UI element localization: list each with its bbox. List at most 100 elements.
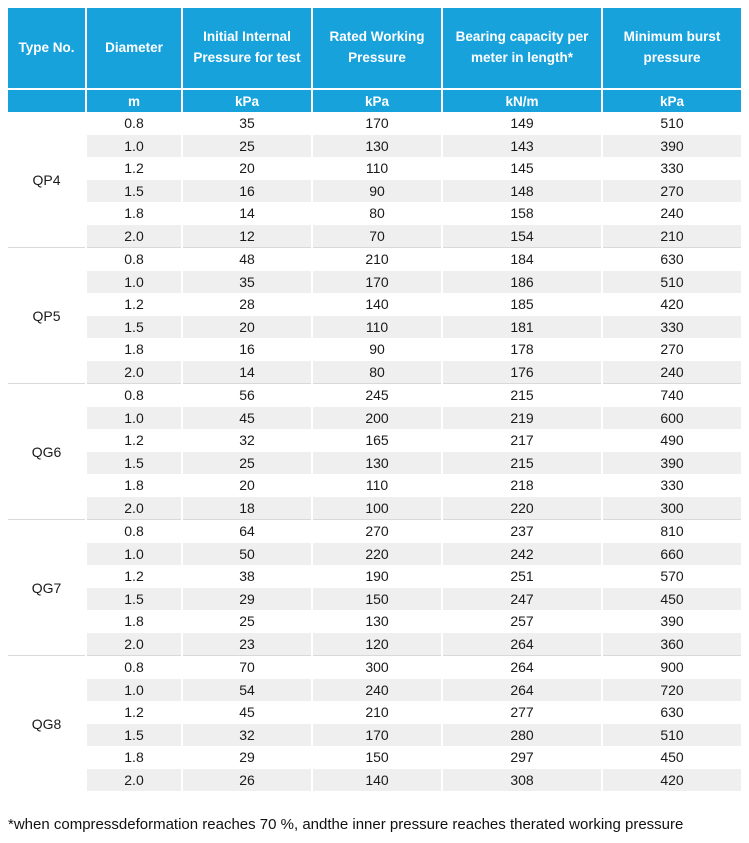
type-group: QP4 0.8 35 170 149 510 1.0 25 130 143 390 1.2 20 110 1…	[8, 112, 741, 248]
unit-label	[8, 88, 86, 112]
data-cell: 900	[601, 655, 741, 679]
data-cell: 35	[181, 112, 312, 135]
data-cell: 1.5	[85, 315, 182, 338]
data-cell: 450	[601, 587, 741, 610]
data-cell: 130	[311, 451, 442, 474]
data-cell: 45	[181, 701, 312, 724]
data-cell: 330	[601, 157, 741, 180]
data-cell: 237	[441, 519, 602, 543]
data-cell: 720	[601, 678, 741, 701]
data-cell: 143	[441, 134, 602, 157]
data-cell: 29	[181, 746, 312, 769]
table-row: 1.5 20 110 181 330	[8, 315, 741, 338]
data-cell: 18	[181, 496, 312, 520]
table-row: 1.0 50 220 242 660	[8, 542, 741, 565]
data-cell: 154	[441, 224, 602, 248]
data-cell: 219	[441, 406, 602, 429]
data-cell: 25	[181, 610, 312, 633]
data-cell: 25	[181, 134, 312, 157]
column-header: Bearing capacity per meter in length*	[441, 8, 602, 89]
data-cell: 26	[181, 768, 312, 791]
data-cell: 1.5	[85, 179, 182, 202]
type-no-cell: QG6	[8, 383, 86, 520]
data-cell: 630	[601, 701, 741, 724]
data-cell: 170	[311, 270, 442, 293]
table-row: 1.2 20 110 145 330	[8, 157, 741, 180]
data-cell: 660	[601, 542, 741, 565]
data-cell: 178	[441, 338, 602, 361]
data-cell: 45	[181, 406, 312, 429]
data-cell: 0.8	[85, 112, 182, 135]
data-cell: 247	[441, 587, 602, 610]
data-cell: 390	[601, 451, 741, 474]
data-cell: 70	[311, 224, 442, 248]
table-row: 1.8 29 150 297 450	[8, 746, 741, 769]
data-cell: 1.8	[85, 474, 182, 497]
data-cell: 140	[311, 768, 442, 791]
data-cell: 170	[311, 112, 442, 135]
data-cell: 297	[441, 746, 602, 769]
data-cell: 490	[601, 429, 741, 452]
data-cell: 130	[311, 610, 442, 633]
data-cell: 510	[601, 723, 741, 746]
data-cell: 150	[311, 746, 442, 769]
data-cell: 210	[601, 224, 741, 248]
data-cell: 810	[601, 519, 741, 543]
type-group: QG7 0.8 64 270 237 810 1.0 50 220 242 660 1.2 38 190 2…	[8, 519, 741, 656]
data-cell: 1.2	[85, 429, 182, 452]
data-cell: 20	[181, 315, 312, 338]
data-cell: 240	[601, 360, 741, 384]
data-cell: 16	[181, 338, 312, 361]
data-cell: 1.8	[85, 746, 182, 769]
column-header: Minimum burst pressure	[601, 8, 741, 89]
table-row: 1.5 25 130 215 390	[8, 451, 741, 474]
data-cell: 130	[311, 134, 442, 157]
table-row: QP4 0.8 35 170 149 510	[8, 112, 741, 248]
column-header: Rated Working Pressure	[311, 8, 442, 89]
table-row: QG6 0.8 56 245 215 740	[8, 383, 741, 520]
data-cell: 2.0	[85, 224, 182, 248]
table-head: Type No. Diameter Initial Internal Pressur…	[8, 8, 741, 112]
table-row: 1.8 25 130 257 390	[8, 610, 741, 633]
table-row: 2.0 23 120 264 360	[8, 632, 741, 656]
table-row: 1.0 54 240 264 720	[8, 678, 741, 701]
data-cell: 1.2	[85, 157, 182, 180]
data-cell: 185	[441, 293, 602, 316]
units-row: m kPa kPa kN/m kPa	[8, 88, 741, 112]
column-header: Initial Internal Pressure for test	[181, 8, 312, 89]
data-cell: 165	[311, 429, 442, 452]
data-cell: 80	[311, 202, 442, 225]
data-cell: 110	[311, 315, 442, 338]
data-cell: 0.8	[85, 383, 182, 407]
data-cell: 1.2	[85, 293, 182, 316]
data-cell: 300	[601, 496, 741, 520]
table-row: 2.0 12 70 154 210	[8, 224, 741, 248]
data-cell: 0.8	[85, 655, 182, 679]
table-row: 1.0 35 170 186 510	[8, 270, 741, 293]
type-no-cell: QP4	[8, 112, 86, 248]
table-row: QP5 0.8 48 210 184 630	[8, 247, 741, 384]
data-cell: 390	[601, 134, 741, 157]
data-cell: 570	[601, 565, 741, 588]
data-cell: 215	[441, 451, 602, 474]
data-cell: 390	[601, 610, 741, 633]
data-cell: 184	[441, 247, 602, 271]
data-cell: 54	[181, 678, 312, 701]
data-cell: 270	[601, 179, 741, 202]
data-cell: 140	[311, 293, 442, 316]
data-cell: 1.2	[85, 701, 182, 724]
data-cell: 2.0	[85, 632, 182, 656]
data-cell: 210	[311, 247, 442, 271]
data-cell: 510	[601, 112, 741, 135]
table-row: 1.2 38 190 251 570	[8, 565, 741, 588]
data-cell: 1.2	[85, 565, 182, 588]
data-cell: 242	[441, 542, 602, 565]
data-cell: 20	[181, 157, 312, 180]
data-cell: 1.0	[85, 542, 182, 565]
data-cell: 28	[181, 293, 312, 316]
data-cell: 420	[601, 768, 741, 791]
data-cell: 630	[601, 247, 741, 271]
data-cell: 32	[181, 723, 312, 746]
data-cell: 220	[441, 496, 602, 520]
